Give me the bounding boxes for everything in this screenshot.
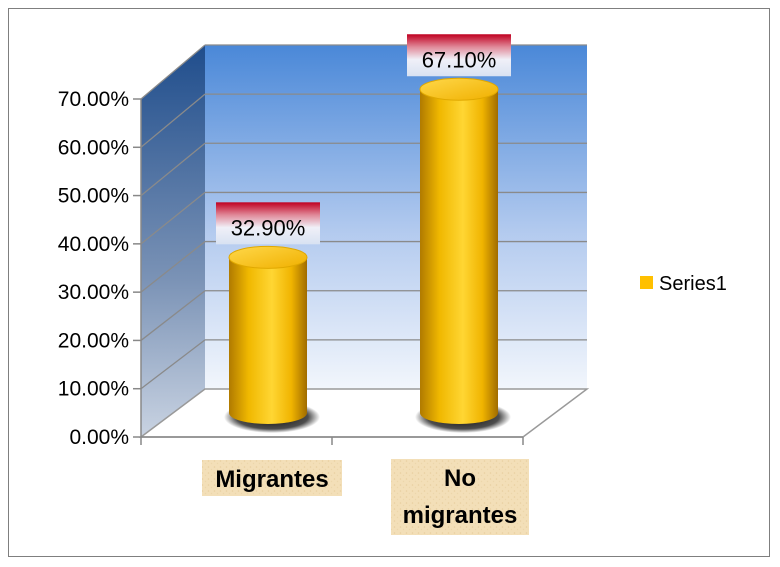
legend: Series1 bbox=[640, 273, 727, 295]
gridline-side bbox=[140, 44, 206, 100]
category-label-box bbox=[391, 459, 529, 535]
y-tick-label: 10.00% bbox=[58, 378, 129, 401]
y-tick-label: 0.00% bbox=[69, 426, 129, 449]
gridline-side bbox=[140, 241, 206, 293]
gridline-side bbox=[140, 191, 206, 245]
bar-top-cap bbox=[419, 77, 499, 101]
gridline-side bbox=[140, 290, 206, 341]
y-tick-label: 30.00% bbox=[58, 281, 129, 304]
category-label: migrantes bbox=[403, 502, 518, 529]
data-label: 67.10% bbox=[422, 47, 497, 72]
chart-side-wall bbox=[141, 45, 205, 437]
bar-chart: 0.00% 10.00% 20.00% 30.00% 40.00% 50.00% 60.00… bbox=[58, 34, 727, 535]
y-tick-label: 60.00% bbox=[58, 136, 129, 159]
legend-swatch bbox=[640, 276, 653, 289]
legend-label: Series1 bbox=[659, 273, 727, 295]
data-label-box bbox=[216, 202, 320, 245]
chart-frame: 0.00% 10.00% 20.00% 30.00% 40.00% 50.00% 60.00… bbox=[8, 8, 770, 557]
data-label-box bbox=[407, 34, 511, 77]
y-tick-label: 70.00% bbox=[58, 88, 129, 111]
y-tick-label: 40.00% bbox=[58, 233, 129, 256]
bar-migrantes bbox=[229, 257, 307, 424]
y-axis-tick-labels: 0.00% 10.00% 20.00% 30.00% 40.00% 50.00% 60.00… bbox=[58, 88, 129, 449]
category-label-box bbox=[202, 460, 342, 496]
chart-floor bbox=[138, 388, 590, 438]
bar-top-cap bbox=[228, 245, 308, 269]
gridline-side bbox=[140, 339, 206, 390]
x-axis-category-labels: Migrantes No migrantes bbox=[202, 459, 529, 535]
y-tick-label: 20.00% bbox=[58, 329, 129, 352]
gridline-side bbox=[140, 93, 206, 148]
gridline-side bbox=[140, 142, 206, 197]
data-label: 32.90% bbox=[231, 215, 306, 240]
category-label: Migrantes bbox=[215, 466, 328, 493]
bars bbox=[224, 77, 511, 433]
data-labels: 32.90% 67.10% bbox=[216, 34, 511, 245]
category-label: No bbox=[444, 465, 476, 492]
bar-no-migrantes bbox=[420, 89, 498, 424]
y-tick-label: 50.00% bbox=[58, 185, 129, 208]
